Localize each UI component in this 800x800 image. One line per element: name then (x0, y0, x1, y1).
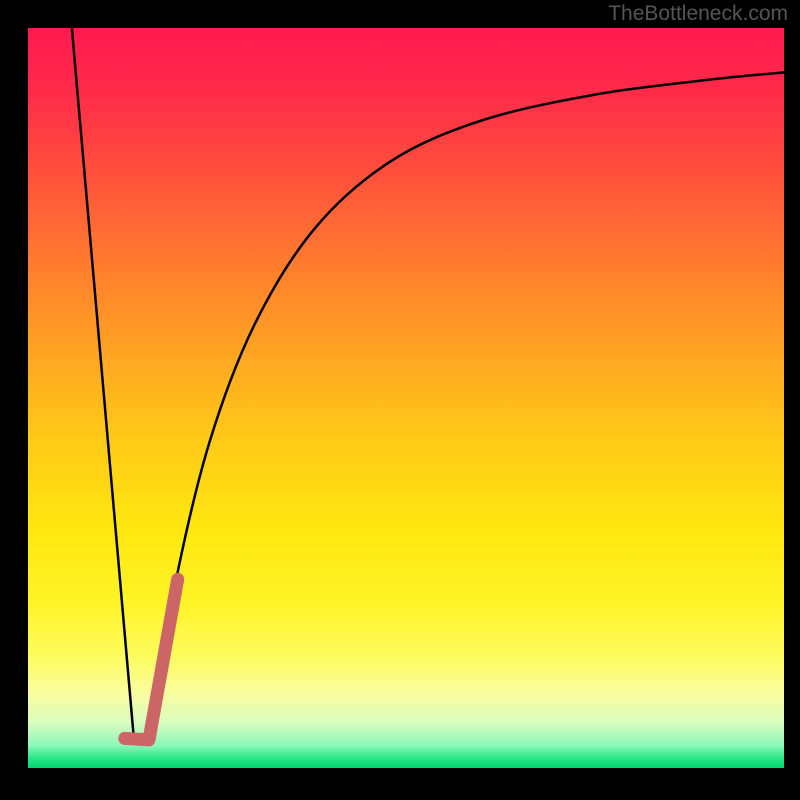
right-log-curve (149, 72, 784, 738)
curve-layer (28, 28, 784, 768)
chart-plot-area (28, 28, 784, 768)
left-line-curve (72, 28, 134, 738)
watermark-text: TheBottleneck.com (608, 2, 788, 26)
